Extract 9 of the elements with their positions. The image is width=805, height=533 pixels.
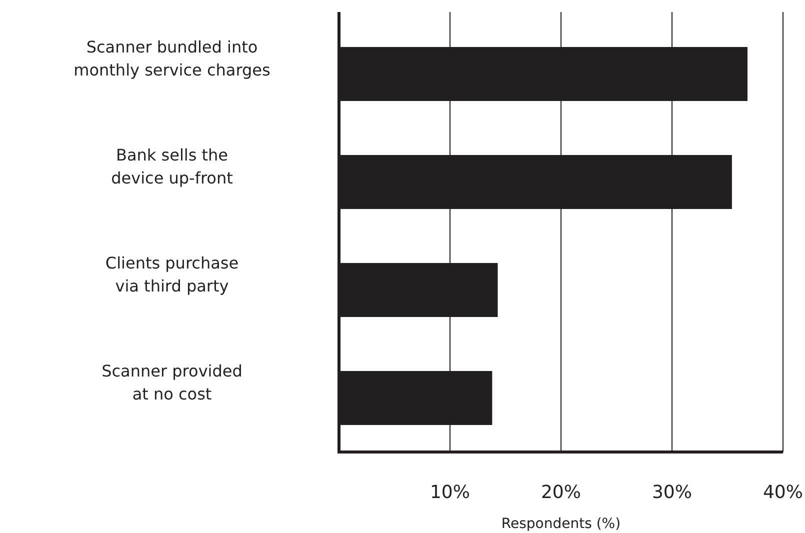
x-tick-label: 30% bbox=[652, 482, 692, 503]
x-tick-label: 20% bbox=[540, 482, 582, 503]
x-tick-label: 10% bbox=[430, 482, 470, 503]
y-tick-label: Clients purchase via third party bbox=[105, 254, 239, 296]
x-tick-label: 40% bbox=[762, 482, 804, 503]
x-axis-title: Respondents (%) bbox=[501, 516, 621, 532]
y-tick-label: Scanner bundled into monthly service charges bbox=[74, 38, 270, 80]
y-tick-label: Bank sells the device up-front bbox=[111, 146, 233, 188]
y-tick-label: Scanner provided at no cost bbox=[102, 362, 242, 404]
